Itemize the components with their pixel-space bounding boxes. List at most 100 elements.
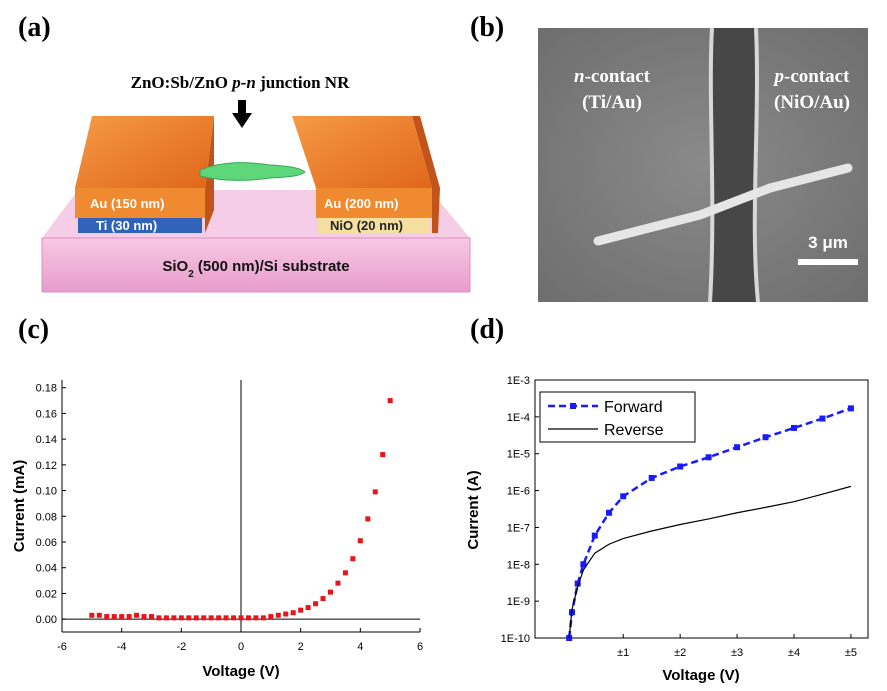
y-tick-label: 0.04: [36, 563, 57, 575]
y-tick-label: 0.12: [36, 460, 57, 472]
data-point: [164, 615, 169, 620]
data-point: [186, 615, 191, 620]
y-tick-label: 1E-9: [507, 596, 530, 608]
y-tick-label: 0.08: [36, 511, 57, 523]
y-tick-label: 1E-8: [507, 559, 530, 571]
y-tick-label: 0.00: [36, 614, 57, 626]
data-point: [328, 590, 333, 595]
data-point: [179, 615, 184, 620]
contact-label: (NiO/Au): [774, 92, 850, 113]
scale-bar: [798, 259, 858, 265]
electrode-top: [292, 116, 432, 188]
data-point: [734, 444, 740, 450]
data-point: [104, 614, 109, 619]
electrode-top: [75, 116, 214, 188]
x-tick-label: ±1: [617, 647, 629, 659]
data-point: [819, 416, 825, 422]
y-tick-label: 0.02: [36, 588, 57, 600]
y-tick-label: 1E-5: [507, 449, 530, 461]
sem-image: n-contact (Ti/Au) p-contact (NiO/Au) 3 μ…: [538, 28, 868, 302]
data-point: [171, 615, 176, 620]
data-point: [321, 596, 326, 601]
legend-marker: [570, 403, 576, 409]
data-point: [677, 463, 683, 469]
layer-label: Ti (30 nm): [96, 218, 157, 233]
data-point: [649, 475, 655, 481]
y-tick-label: 0.10: [36, 486, 57, 498]
x-tick-label: ±3: [731, 647, 743, 659]
x-tick-label: ±2: [674, 647, 686, 659]
panel-label: (d): [470, 314, 504, 345]
panel-label: (a): [18, 12, 51, 43]
data-point: [209, 615, 214, 620]
contact-label: n-contact: [574, 66, 651, 87]
data-point: [246, 615, 251, 620]
device-diagram: SiO2 (500 nm)/Si substrate Au (150 nm) T…: [42, 73, 470, 292]
arrow: [238, 100, 246, 114]
y-tick-label: 1E-4: [507, 412, 530, 424]
data-point: [343, 570, 348, 575]
data-point: [365, 516, 370, 521]
y-tick-label: 0.06: [36, 537, 57, 549]
data-point: [156, 615, 161, 620]
data-point: [763, 434, 769, 440]
data-point: [276, 613, 281, 618]
panel-label: (c): [18, 314, 49, 345]
data-point: [298, 608, 303, 613]
contact-label: p-contact: [773, 66, 851, 87]
data-point: [112, 614, 117, 619]
y-axis-title: Current (A): [465, 470, 482, 549]
layer-label: Au (200 nm): [324, 196, 398, 211]
y-tick-label: 1E-10: [501, 633, 530, 645]
y-tick-label: 1E-7: [507, 522, 530, 534]
data-point: [306, 605, 311, 610]
data-point: [592, 533, 598, 539]
data-point: [268, 614, 273, 619]
data-point: [358, 538, 363, 543]
data-point: [231, 615, 236, 620]
data-point: [253, 615, 258, 620]
x-tick-label: ±5: [845, 647, 857, 659]
layer-label: NiO (20 nm): [330, 218, 403, 233]
data-point: [350, 556, 355, 561]
data-point: [97, 613, 102, 618]
x-axis-title: Voltage (V): [662, 667, 739, 684]
data-point: [127, 614, 132, 619]
data-point: [216, 615, 221, 620]
data-point: [291, 610, 296, 615]
data-point: [373, 489, 378, 494]
x-tick-label: 4: [357, 641, 363, 653]
data-point: [313, 601, 318, 606]
data-point: [335, 581, 340, 586]
data-point: [848, 405, 854, 411]
junction-label: ZnO:Sb/ZnO p-n junction NR: [131, 73, 350, 92]
x-tick-label: 0: [238, 641, 244, 653]
data-point: [706, 454, 712, 460]
scale-label: 3 μm: [808, 233, 848, 252]
data-point: [380, 452, 385, 457]
contact-label: (Ti/Au): [582, 92, 642, 113]
y-tick-label: 0.14: [36, 434, 57, 446]
data-point: [142, 614, 147, 619]
data-point: [239, 615, 244, 620]
series-line: [569, 408, 851, 638]
x-tick-label: ±4: [788, 647, 800, 659]
x-tick-label: -6: [57, 641, 67, 653]
figure: (a) (b) (c) (d) SiO2 (500 nm)/Si substra…: [0, 0, 887, 691]
legend-label: Forward: [604, 399, 663, 416]
y-tick-label: 0.16: [36, 408, 57, 420]
data-point: [119, 614, 124, 619]
data-point: [620, 493, 626, 499]
data-point: [606, 510, 612, 516]
x-axis-title: Voltage (V): [202, 663, 279, 680]
layer-label: Au (150 nm): [90, 196, 164, 211]
data-point: [201, 615, 206, 620]
x-tick-label: -2: [176, 641, 186, 653]
data-point: [283, 612, 288, 617]
y-tick-label: 1E-6: [507, 486, 530, 498]
data-point: [149, 614, 154, 619]
y-tick-label: 0.18: [36, 383, 57, 395]
arrow: [232, 113, 252, 128]
data-point: [89, 613, 94, 618]
data-point: [388, 398, 393, 403]
